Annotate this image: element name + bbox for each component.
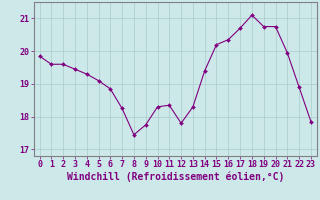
X-axis label: Windchill (Refroidissement éolien,°C): Windchill (Refroidissement éolien,°C): [67, 172, 284, 182]
